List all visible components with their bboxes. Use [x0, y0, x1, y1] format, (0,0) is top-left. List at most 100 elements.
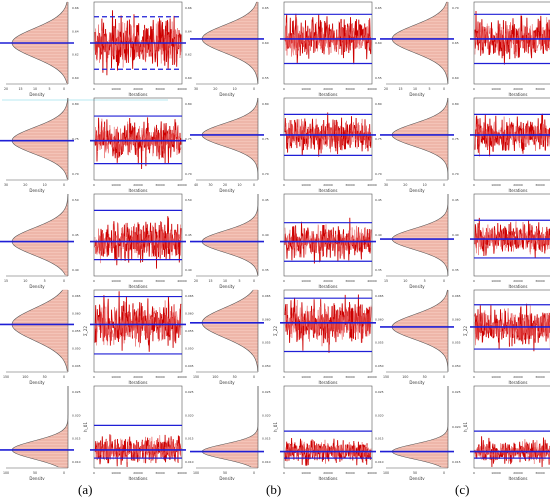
trace-tick-label: 30000 — [535, 183, 545, 187]
density-y-tick-label: 0.010 — [72, 460, 81, 464]
density-y-tick-label: 0.40 — [72, 268, 79, 272]
density-tick-label: 0 — [63, 87, 65, 91]
density-tick-label: 100 — [193, 471, 199, 475]
trace-series-overlay — [284, 17, 372, 57]
trace-panel: 0 10000 20000 30000 40000 Iterations 0.66 0.64 0… — [90, 1, 192, 97]
density-tick-label: 30 — [4, 183, 8, 187]
density-panel: 40 30 20 10 0 Density 0.80 0.75 0.70 — [190, 97, 269, 193]
density-area — [392, 98, 448, 180]
trace-frame — [283, 97, 373, 181]
density-y-tick-label: 0.70 — [452, 172, 459, 176]
trace-tick-label: 20000 — [323, 375, 333, 379]
density-x-label: Density — [409, 380, 425, 385]
trace-y-tick-label: 0.64 — [185, 29, 192, 33]
density-y-tick-label: 0.050 — [72, 347, 81, 351]
density-panel: 100 50 0 Density 0.025 0.020 0.015 — [380, 386, 461, 480]
panel-col1-row2: 20 15 10 5 0 Density 0.45 0.40 0.35 0 10000 20000 30… — [190, 193, 382, 289]
trace-frame — [93, 289, 183, 373]
trace-tick-label: 0 — [93, 279, 95, 283]
density-y-tick-label: 0.60 — [262, 41, 269, 45]
trace-panel: 010000200003000040000Iterations0.800.750… — [470, 97, 550, 193]
density-panel: 15 10 5 0 Density 0.50 0.45 0.40 — [0, 193, 79, 289]
density-tick-label: 10 — [423, 183, 427, 187]
density-y-tick-label: 0.020 — [452, 425, 461, 429]
density-tick-label: 10 — [413, 87, 417, 91]
density-tick-label: 30 — [384, 183, 388, 187]
density-tick-label: 100 — [22, 375, 28, 379]
density-panel: 150 100 50 0 Density 0.065 0.060 0.055 0.050 0.04… — [0, 289, 81, 385]
density-y-tick-label: 0.055 — [452, 341, 461, 345]
density-tick-label: 150 — [193, 375, 199, 379]
trace-tick-label: 30000 — [535, 471, 545, 475]
trace-x-label: Iterations — [508, 476, 527, 480]
density-tick-label: 5 — [44, 279, 46, 283]
density-y-tick-label: 0.62 — [72, 53, 79, 57]
trace-tick-label: 0 — [93, 375, 95, 379]
density-panel: 30 20 10 0 Density 0.80 0.75 0.70 — [380, 97, 459, 193]
density-tick-label: 15 — [384, 279, 388, 283]
density-x-label: Density — [409, 284, 425, 289]
trace-y-tick-label: 0.010 — [185, 460, 194, 464]
density-area — [12, 290, 68, 372]
density-curve — [201, 1, 258, 84]
trace-tick-label: 20000 — [323, 471, 333, 475]
density-y-tick-label: 0.75 — [452, 137, 459, 141]
trace-y-tick-label: 0.060 — [185, 312, 194, 316]
trace-tick-label: 30000 — [345, 375, 355, 379]
density-panel: 30 20 10 0 Density 0.80 0.75 0.70 — [0, 97, 79, 193]
density-panel: 15 10 5 0 Density 0.45 0.40 0.35 — [380, 194, 459, 289]
trace-tick-label: 20000 — [323, 87, 333, 91]
density-tick-label: 0 — [253, 183, 255, 187]
density-area — [392, 290, 448, 372]
trace-panel: 0 10000 20000 30000 40000 Iterations 0.65 0.60 0… — [280, 1, 382, 97]
density-tick-label: 50 — [423, 375, 427, 379]
trace-panel: 0 10000 20000 30000 40000 Iterations 0.50 0.45 0… — [90, 193, 192, 289]
density-tick-label: 150 — [3, 375, 9, 379]
density-x-label: Density — [219, 380, 235, 385]
trace-tick-label: 30000 — [345, 471, 355, 475]
trace-x-label: Iterations — [508, 380, 527, 385]
trace-panel: 0 10000 20000 30000 40000 Iterations 0.45 0.40 0… — [280, 193, 382, 289]
density-area — [392, 2, 448, 84]
panel-col0-row2: 15 10 5 0 Density 0.50 0.45 0.40 0 10000 20000 3000… — [0, 193, 192, 289]
trace-y-tick-label: 0.70 — [185, 172, 192, 176]
density-y-tick-label: 0.015 — [262, 437, 271, 441]
density-y-tick-label: 0.010 — [262, 460, 271, 464]
density-x-label: Density — [219, 476, 235, 480]
density-y-tick-label: 0.60 — [72, 76, 79, 80]
density-tick-label: 0 — [443, 375, 445, 379]
density-tick-label: 0 — [253, 87, 255, 91]
trace-tick-label: 10000 — [111, 87, 121, 91]
trace-tick-label: 20000 — [513, 279, 523, 283]
density-x-label: Density — [29, 380, 45, 385]
density-y-tick-label: 0.020 — [72, 413, 81, 417]
trace-tick-label: 20000 — [513, 471, 523, 475]
panel-col1-row0: 30 20 10 0 Density 0.65 0.60 0.55 0 10000 20000 300… — [190, 1, 382, 97]
density-panel: 20 15 10 5 0 Density 0.66 0.64 0.62 0.60 — [0, 1, 168, 101]
density-tick-label: 20 — [384, 87, 388, 91]
density-tick-label: 10 — [237, 183, 241, 187]
trace-tick-label: 10000 — [491, 279, 501, 283]
density-tick-label: 20 — [213, 87, 217, 91]
density-area — [202, 2, 258, 84]
trace-y-tick-label: 0.45 — [375, 198, 382, 202]
trace-y-tick-label: 0.015 — [375, 437, 384, 441]
trace-x-label: Iterations — [318, 188, 337, 193]
density-tick-label: 20 — [4, 87, 8, 91]
trace-tick-label: 20000 — [133, 375, 143, 379]
panel-col0-row3: 150 100 50 0 Density 0.065 0.060 0.055 0.050 0.04… — [0, 289, 194, 385]
density-tick-label: 20 — [403, 183, 407, 187]
density-y-tick-label: 0.75 — [262, 137, 269, 141]
density-y-tick-label: 0.80 — [262, 102, 269, 106]
trace-panel: 0 10000 20000 30000 40000 Iterations 0.025 0.02… — [83, 385, 194, 480]
density-tick-label: 15 — [208, 279, 212, 283]
density-curve — [11, 289, 68, 372]
panel-col2-row4: 100 50 0 Density 0.025 0.020 0.015 0 10000 20000 3… — [380, 385, 550, 480]
trace-frame — [283, 385, 373, 469]
trace-panel: 010000200003000040000Iterations0.0650.06… — [463, 289, 550, 385]
panel-col2-row2: 15 10 5 0 Density 0.45 0.40 0.35 0 10000 20000 3000… — [380, 193, 550, 289]
trace-x-label: Iterations — [128, 284, 147, 289]
density-tick-label: 10 — [33, 87, 37, 91]
trace-y-label: h_01 — [463, 422, 468, 432]
